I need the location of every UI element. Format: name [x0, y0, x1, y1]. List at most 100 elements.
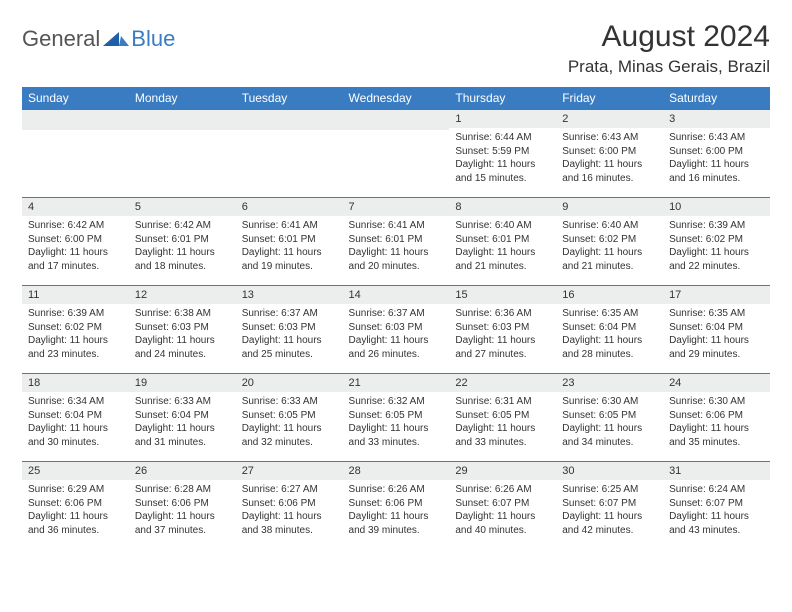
- sunset-line: Sunset: 6:05 PM: [562, 409, 657, 423]
- calendar-day-cell: 26Sunrise: 6:28 AMSunset: 6:06 PMDayligh…: [129, 462, 236, 550]
- weekday-header: Wednesday: [343, 87, 450, 110]
- sunrise-line: Sunrise: 6:32 AM: [349, 395, 444, 409]
- calendar-day-cell: 3Sunrise: 6:43 AMSunset: 6:00 PMDaylight…: [663, 110, 770, 198]
- daylight-line-1: Daylight: 11 hours: [242, 510, 337, 524]
- daylight-line-2: and 15 minutes.: [455, 172, 550, 186]
- day-number: 18: [22, 374, 129, 392]
- daylight-line-1: Daylight: 11 hours: [562, 158, 657, 172]
- daylight-line-2: and 21 minutes.: [455, 260, 550, 274]
- calendar-day-cell: 11Sunrise: 6:39 AMSunset: 6:02 PMDayligh…: [22, 286, 129, 374]
- day-number: 20: [236, 374, 343, 392]
- daylight-line-2: and 43 minutes.: [669, 524, 764, 538]
- calendar-day-cell: 15Sunrise: 6:36 AMSunset: 6:03 PMDayligh…: [449, 286, 556, 374]
- day-number: 17: [663, 286, 770, 304]
- day-details: Sunrise: 6:35 AMSunset: 6:04 PMDaylight:…: [556, 304, 663, 365]
- daylight-line-2: and 38 minutes.: [242, 524, 337, 538]
- sunrise-line: Sunrise: 6:34 AM: [28, 395, 123, 409]
- daylight-line-2: and 20 minutes.: [349, 260, 444, 274]
- sunrise-line: Sunrise: 6:44 AM: [455, 131, 550, 145]
- daylight-line-1: Daylight: 11 hours: [669, 334, 764, 348]
- daylight-line-2: and 16 minutes.: [562, 172, 657, 186]
- location-label: Prata, Minas Gerais, Brazil: [568, 57, 770, 77]
- calendar-empty-cell: [343, 110, 450, 198]
- day-details: Sunrise: 6:43 AMSunset: 6:00 PMDaylight:…: [556, 128, 663, 189]
- daylight-line-1: Daylight: 11 hours: [349, 422, 444, 436]
- daylight-line-1: Daylight: 11 hours: [349, 510, 444, 524]
- day-details: Sunrise: 6:41 AMSunset: 6:01 PMDaylight:…: [343, 216, 450, 277]
- day-details: Sunrise: 6:28 AMSunset: 6:06 PMDaylight:…: [129, 480, 236, 541]
- day-details: Sunrise: 6:30 AMSunset: 6:06 PMDaylight:…: [663, 392, 770, 453]
- sunset-line: Sunset: 6:04 PM: [562, 321, 657, 335]
- sunset-line: Sunset: 6:04 PM: [135, 409, 230, 423]
- daylight-line-1: Daylight: 11 hours: [242, 246, 337, 260]
- sunset-line: Sunset: 6:01 PM: [455, 233, 550, 247]
- sunset-line: Sunset: 6:01 PM: [349, 233, 444, 247]
- sunset-line: Sunset: 6:05 PM: [349, 409, 444, 423]
- calendar-day-cell: 29Sunrise: 6:26 AMSunset: 6:07 PMDayligh…: [449, 462, 556, 550]
- day-number: 5: [129, 198, 236, 216]
- sunset-line: Sunset: 6:06 PM: [669, 409, 764, 423]
- empty-daynum-bar: [129, 110, 236, 130]
- calendar-week-row: 18Sunrise: 6:34 AMSunset: 6:04 PMDayligh…: [22, 374, 770, 462]
- sunrise-line: Sunrise: 6:41 AM: [349, 219, 444, 233]
- daylight-line-2: and 24 minutes.: [135, 348, 230, 362]
- daylight-line-1: Daylight: 11 hours: [28, 246, 123, 260]
- daylight-line-2: and 30 minutes.: [28, 436, 123, 450]
- daylight-line-1: Daylight: 11 hours: [455, 510, 550, 524]
- day-number: 23: [556, 374, 663, 392]
- sunset-line: Sunset: 6:01 PM: [242, 233, 337, 247]
- day-number: 15: [449, 286, 556, 304]
- calendar-day-cell: 24Sunrise: 6:30 AMSunset: 6:06 PMDayligh…: [663, 374, 770, 462]
- calendar-day-cell: 22Sunrise: 6:31 AMSunset: 6:05 PMDayligh…: [449, 374, 556, 462]
- daylight-line-2: and 17 minutes.: [28, 260, 123, 274]
- sunset-line: Sunset: 6:07 PM: [455, 497, 550, 511]
- sunset-line: Sunset: 6:01 PM: [135, 233, 230, 247]
- sunset-line: Sunset: 6:03 PM: [349, 321, 444, 335]
- sunrise-line: Sunrise: 6:24 AM: [669, 483, 764, 497]
- daylight-line-2: and 33 minutes.: [349, 436, 444, 450]
- day-details: Sunrise: 6:26 AMSunset: 6:06 PMDaylight:…: [343, 480, 450, 541]
- calendar-day-cell: 23Sunrise: 6:30 AMSunset: 6:05 PMDayligh…: [556, 374, 663, 462]
- day-details: Sunrise: 6:39 AMSunset: 6:02 PMDaylight:…: [22, 304, 129, 365]
- calendar-page: General Blue August 2024 Prata, Minas Ge…: [0, 0, 792, 560]
- empty-daynum-bar: [343, 110, 450, 130]
- calendar-empty-cell: [22, 110, 129, 198]
- sunset-line: Sunset: 6:07 PM: [669, 497, 764, 511]
- calendar-body: 1Sunrise: 6:44 AMSunset: 5:59 PMDaylight…: [22, 110, 770, 550]
- day-number: 19: [129, 374, 236, 392]
- calendar-day-cell: 28Sunrise: 6:26 AMSunset: 6:06 PMDayligh…: [343, 462, 450, 550]
- weekday-header: Tuesday: [236, 87, 343, 110]
- day-details: Sunrise: 6:35 AMSunset: 6:04 PMDaylight:…: [663, 304, 770, 365]
- daylight-line-1: Daylight: 11 hours: [135, 246, 230, 260]
- day-details: Sunrise: 6:33 AMSunset: 6:04 PMDaylight:…: [129, 392, 236, 453]
- day-details: Sunrise: 6:37 AMSunset: 6:03 PMDaylight:…: [343, 304, 450, 365]
- calendar-day-cell: 8Sunrise: 6:40 AMSunset: 6:01 PMDaylight…: [449, 198, 556, 286]
- brand-logo: General Blue: [22, 20, 175, 52]
- day-details: Sunrise: 6:38 AMSunset: 6:03 PMDaylight:…: [129, 304, 236, 365]
- calendar-week-row: 4Sunrise: 6:42 AMSunset: 6:00 PMDaylight…: [22, 198, 770, 286]
- day-details: Sunrise: 6:33 AMSunset: 6:05 PMDaylight:…: [236, 392, 343, 453]
- day-details: Sunrise: 6:41 AMSunset: 6:01 PMDaylight:…: [236, 216, 343, 277]
- sunset-line: Sunset: 6:02 PM: [562, 233, 657, 247]
- calendar-day-cell: 16Sunrise: 6:35 AMSunset: 6:04 PMDayligh…: [556, 286, 663, 374]
- sunset-line: Sunset: 6:04 PM: [28, 409, 123, 423]
- sunrise-line: Sunrise: 6:37 AM: [349, 307, 444, 321]
- day-number: 28: [343, 462, 450, 480]
- daylight-line-1: Daylight: 11 hours: [562, 246, 657, 260]
- day-number: 3: [663, 110, 770, 128]
- day-number: 22: [449, 374, 556, 392]
- day-number: 8: [449, 198, 556, 216]
- sunrise-line: Sunrise: 6:26 AM: [455, 483, 550, 497]
- daylight-line-1: Daylight: 11 hours: [455, 422, 550, 436]
- day-number: 7: [343, 198, 450, 216]
- calendar-empty-cell: [129, 110, 236, 198]
- sunset-line: Sunset: 6:03 PM: [135, 321, 230, 335]
- sunset-line: Sunset: 6:06 PM: [242, 497, 337, 511]
- day-number: 1: [449, 110, 556, 128]
- brand-text-blue: Blue: [131, 26, 175, 52]
- daylight-line-2: and 33 minutes.: [455, 436, 550, 450]
- day-details: Sunrise: 6:24 AMSunset: 6:07 PMDaylight:…: [663, 480, 770, 541]
- day-details: Sunrise: 6:30 AMSunset: 6:05 PMDaylight:…: [556, 392, 663, 453]
- daylight-line-1: Daylight: 11 hours: [455, 246, 550, 260]
- day-number: 25: [22, 462, 129, 480]
